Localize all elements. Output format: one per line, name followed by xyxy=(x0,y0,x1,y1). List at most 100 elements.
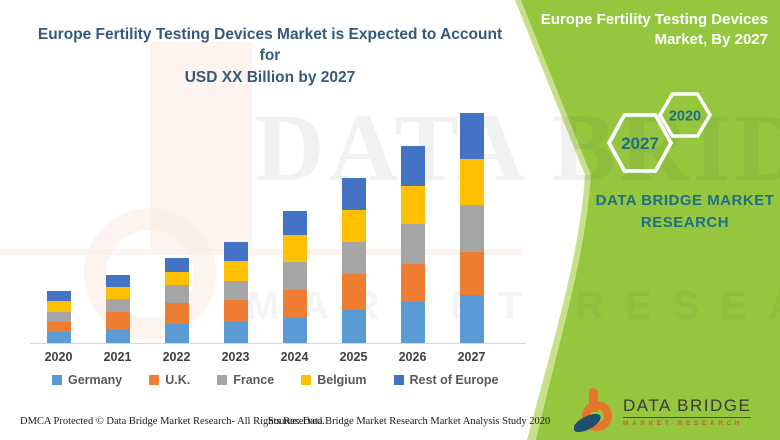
chart-title-line1: Europe Fertility Testing Devices Market … xyxy=(37,26,503,65)
stacked-bar-2020 xyxy=(46,291,71,343)
x-axis-label-2023: 2023 xyxy=(221,350,250,364)
legend-swatch-icon xyxy=(217,375,228,385)
legend-label: Rest of Europe xyxy=(409,373,499,387)
bar-segment-france-2021 xyxy=(105,299,130,312)
legend-label: Belgium xyxy=(317,373,367,387)
watermark-market-research: MARKET RESEARCH xyxy=(246,284,780,328)
bar-segment-germany-2024 xyxy=(282,317,307,343)
bar-segment-germany-2023 xyxy=(223,321,248,343)
bar-segment-belgium-2025 xyxy=(341,210,366,242)
x-axis-label-2022: 2022 xyxy=(162,350,191,364)
bar-segment-rest-of-europe-2024 xyxy=(282,211,307,235)
bar-segment-germany-2021 xyxy=(105,329,130,343)
legend-swatch-icon xyxy=(301,375,312,385)
stacked-bar-2026 xyxy=(400,146,425,343)
year-hexagons: 2027 2020 xyxy=(606,92,713,173)
bar-slot-2020 xyxy=(29,108,88,343)
bar-segment-belgium-2020 xyxy=(46,301,71,312)
legend-label: France xyxy=(233,373,275,387)
x-axis-label-2026: 2026 xyxy=(398,350,427,364)
stacked-bar-2024 xyxy=(282,211,307,343)
bar-slot-2027 xyxy=(442,108,501,343)
bar-segment-rest-of-europe-2023 xyxy=(223,242,248,261)
bar-segment-u-k--2027 xyxy=(459,252,484,295)
hexagon-2020-label: 2020 xyxy=(669,109,701,125)
brand-text: DATA BRIDGE MARKET RESEARCH xyxy=(592,190,778,234)
bar-segment-u-k--2024 xyxy=(282,290,307,317)
legend-swatch-icon xyxy=(149,375,160,385)
bar-segment-belgium-2021 xyxy=(105,287,130,299)
bar-segment-france-2020 xyxy=(46,312,71,322)
bar-slot-2023 xyxy=(206,108,265,343)
bar-segment-belgium-2024 xyxy=(282,235,307,262)
chart-legend: Germany U.K. France Belgium Rest of Europe xyxy=(52,373,498,387)
pink-watermark-line xyxy=(0,249,522,255)
bar-segment-france-2025 xyxy=(341,242,366,274)
legend-swatch-icon xyxy=(52,375,62,385)
bar-slot-2024 xyxy=(265,108,324,343)
stacked-bar-2023 xyxy=(223,242,248,343)
hexagon-2027 xyxy=(606,113,674,173)
bar-segment-u-k--2025 xyxy=(341,274,366,310)
bar-slot-2026 xyxy=(383,108,442,343)
bar-segment-germany-2026 xyxy=(400,302,425,343)
green-panel-shape xyxy=(521,0,780,440)
bar-segment-france-2027 xyxy=(459,205,484,252)
brand-text-line1: DATA BRIDGE MARKET xyxy=(595,192,775,209)
bar-segment-germany-2022 xyxy=(164,324,189,343)
bar-segment-belgium-2023 xyxy=(223,261,248,281)
bar-segment-u-k--2021 xyxy=(105,312,130,329)
bar-segment-rest-of-europe-2021 xyxy=(105,275,130,287)
legend-item-germany: Germany xyxy=(52,373,122,387)
legend-label: Germany xyxy=(68,373,123,387)
x-axis-label-2027: 2027 xyxy=(457,350,486,364)
x-axis-labels: 2020 2021 2022 2023 2024 2025 2026 2027 xyxy=(29,350,501,364)
x-axis-label-2021: 2021 xyxy=(103,350,132,364)
legend-item-rest-of-europe: Rest of Europe xyxy=(393,373,499,387)
bar-segment-belgium-2027 xyxy=(459,159,484,205)
source-text: Source: Data Bridge Market Research Mark… xyxy=(268,416,551,427)
x-axis-label-2025: 2025 xyxy=(339,350,368,364)
bar-segment-u-k--2023 xyxy=(223,300,248,321)
x-axis-label-2020: 2020 xyxy=(44,350,73,364)
side-panel-title-line1: Europe Fertility Testing Devices xyxy=(540,11,768,28)
data-bridge-logo: DATA BRIDGE MARKET RESEARCH xyxy=(574,388,752,434)
bar-segment-france-2023 xyxy=(223,281,248,300)
x-axis-label-2024: 2024 xyxy=(280,350,309,364)
side-panel-title: Europe Fertility Testing Devices Market,… xyxy=(533,10,768,51)
bar-segment-belgium-2022 xyxy=(164,272,189,285)
logo-name: DATA BRIDGE xyxy=(623,396,752,418)
logo-b-bowl xyxy=(582,401,612,431)
bar-segment-france-2022 xyxy=(164,285,189,303)
bar-segment-u-k--2020 xyxy=(46,322,71,332)
bar-slot-2025 xyxy=(324,108,383,343)
bar-slot-2021 xyxy=(88,108,147,343)
bar-segment-u-k--2026 xyxy=(400,264,425,302)
bar-segment-france-2026 xyxy=(400,224,425,264)
bar-segment-germany-2020 xyxy=(46,332,71,343)
logo-texts: DATA BRIDGE MARKET RESEARCH xyxy=(623,396,752,427)
legend-label: U.K. xyxy=(165,373,191,387)
stacked-bar-2025 xyxy=(341,178,366,343)
legend-item-belgium: Belgium xyxy=(301,373,367,387)
bar-segment-rest-of-europe-2025 xyxy=(341,178,366,210)
bar-segment-rest-of-europe-2026 xyxy=(400,146,425,186)
legend-item-u-k-: U.K. xyxy=(149,373,190,387)
data-bridge-logo-icon xyxy=(574,388,612,433)
bar-segment-germany-2027 xyxy=(459,295,484,343)
bar-segment-germany-2025 xyxy=(341,310,366,343)
stacked-bar-2027 xyxy=(459,113,484,343)
logo-subtitle: MARKET RESEARCH xyxy=(623,419,744,427)
bar-segment-rest-of-europe-2027 xyxy=(459,113,484,159)
legend-swatch-icon xyxy=(393,375,404,385)
bar-segment-belgium-2026 xyxy=(400,186,425,224)
bar-segment-france-2024 xyxy=(282,262,307,290)
hexagon-2020 xyxy=(657,92,713,138)
side-panel-title-line2: Market, By 2027 xyxy=(654,31,768,49)
bar-segment-rest-of-europe-2020 xyxy=(46,291,71,301)
bar-slot-2022 xyxy=(147,108,206,343)
bar-segment-rest-of-europe-2022 xyxy=(164,258,189,272)
chart-title-line2: USD XX Billion by 2027 xyxy=(184,68,356,86)
